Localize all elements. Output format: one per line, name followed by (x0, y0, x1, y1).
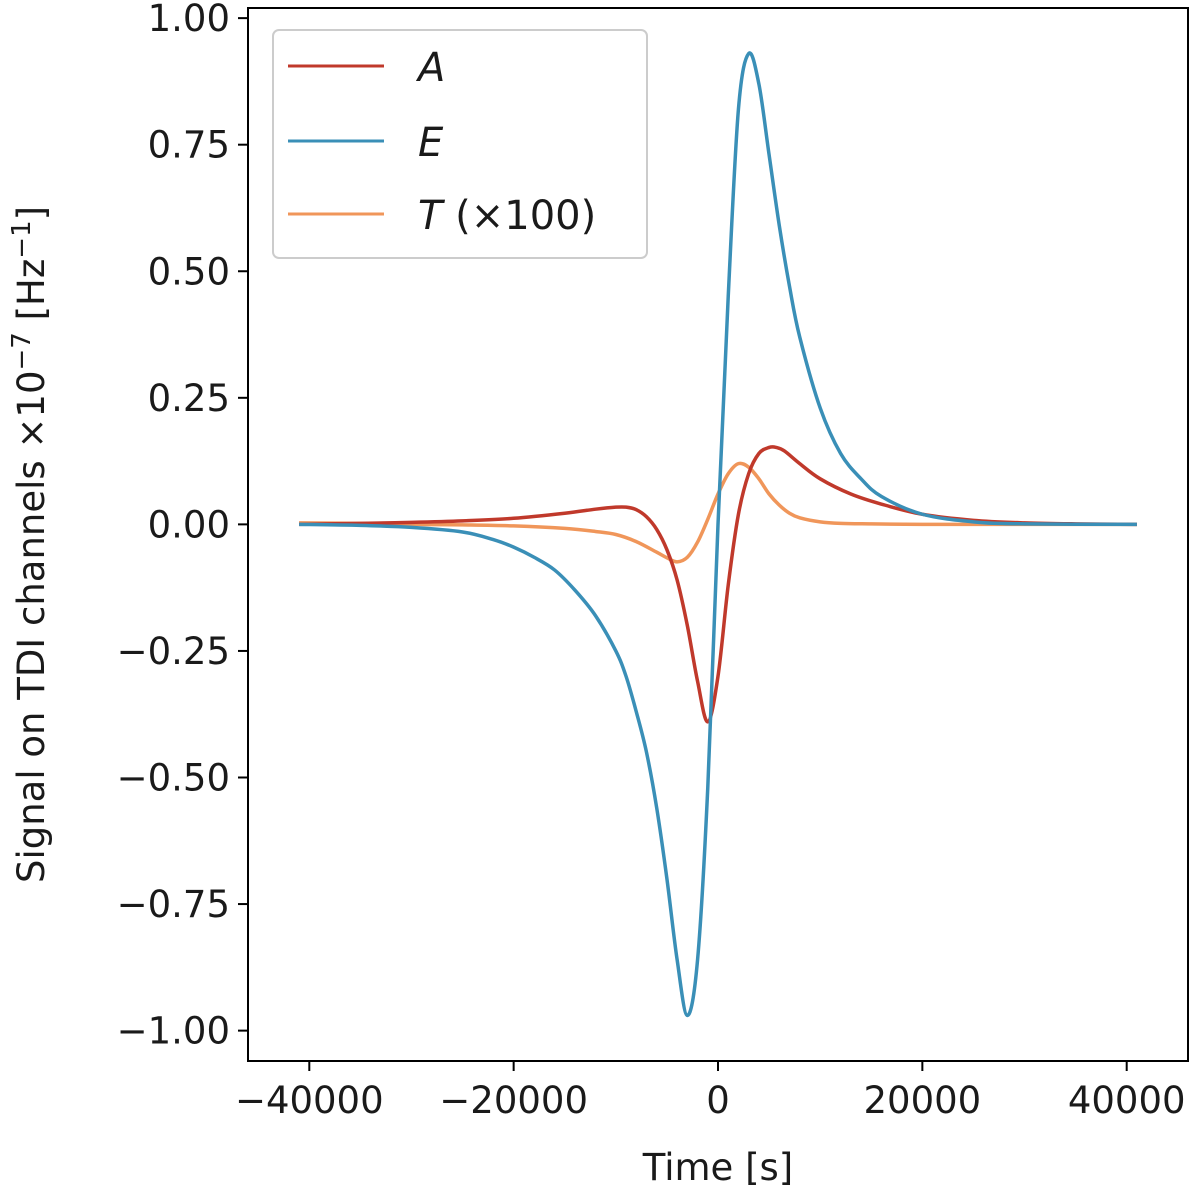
series-layer (299, 51, 1137, 1018)
ticks-layer: −40000 −20000 0 20000 40000 −1.00 −0.75 −0.50 −0… (117, 0, 1186, 1122)
y-axis-label-unit: [Hz (10, 259, 53, 332)
legend: A E T (×100) (272, 29, 648, 259)
y-axis-label-unit-close: ] (10, 206, 53, 220)
legend-label-e: E (418, 120, 444, 166)
y-axis-label-unit-exponent: −1 (7, 220, 37, 258)
y-axis-label: Signal on TDI channels ×10−7 [Hz−1] (7, 206, 53, 883)
y-axis-label-main: Signal on TDI channels ×10 (10, 370, 53, 883)
y-axis-label-exponent: −7 (7, 332, 37, 370)
x-tick-label: 40000 (1068, 1079, 1186, 1122)
x-tick-label: −40000 (235, 1079, 384, 1122)
series-line-e (299, 51, 1137, 1018)
y-tick-label: −0.25 (117, 630, 230, 673)
y-tick-label: 0.00 (148, 503, 230, 546)
x-tick-label: −20000 (439, 1079, 588, 1122)
legend-symbol-t: T (418, 193, 446, 239)
legend-box (272, 29, 648, 259)
y-tick-label: 0.25 (148, 377, 230, 420)
y-tick-label: 1.00 (148, 0, 230, 40)
legend-label-a: A (415, 45, 445, 91)
legend-symbol-e: E (418, 120, 444, 166)
legend-label-t: T (×100) (418, 193, 596, 239)
y-tick-label: −0.75 (117, 883, 230, 926)
legend-suffix-t: (×100) (442, 193, 596, 239)
x-axis-label: Time [s] (642, 1146, 793, 1189)
series-line-a (299, 445, 1137, 724)
y-tick-label: 0.75 (148, 124, 230, 167)
legend-symbol-a: A (415, 45, 445, 91)
y-tick-label: −1.00 (117, 1010, 230, 1053)
y-tick-label: 0.50 (148, 250, 230, 293)
x-tick-label: 20000 (863, 1079, 981, 1122)
y-tick-label: −0.50 (117, 757, 230, 800)
x-tick-label: 0 (706, 1079, 730, 1122)
